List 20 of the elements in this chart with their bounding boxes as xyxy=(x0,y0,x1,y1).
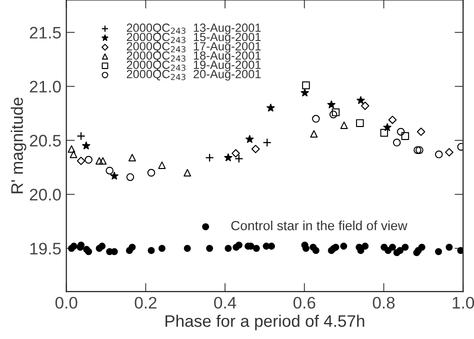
legend-label: 2000QC$_{243}$ 18-Aug-2001 xyxy=(126,51,261,62)
x-tick-label: 1.0 xyxy=(452,296,474,309)
y-tick-label: 20.5 xyxy=(30,134,61,147)
legend-label: 2000QC$_{243}$ 15-Aug-2001 xyxy=(126,32,261,44)
y-tick-label: 19.5 xyxy=(30,242,61,255)
legend-label: 2000QC$_{243}$ 20-Aug-2001 xyxy=(126,70,261,81)
y-tick-label: 21.5 xyxy=(30,26,61,39)
legend-label: 2000QC$_{243}$ 17-Aug-2001 xyxy=(126,42,261,53)
y-axis-title: R' magnitude xyxy=(10,98,26,194)
legend-label: 2000QC$_{243}$ 13-Aug-2001 xyxy=(126,24,261,34)
y-tick-label: 20.0 xyxy=(30,188,61,201)
x-axis-title: Phase for a period of 4.57h xyxy=(166,314,364,330)
x-tick-label: 0.2 xyxy=(134,296,156,309)
x-tick-label: 0.4 xyxy=(214,296,236,309)
x-tick-label: 0.6 xyxy=(293,296,316,309)
y-tick-label: 21.0 xyxy=(30,80,61,93)
annotation: Control star in the field of view xyxy=(231,220,408,230)
x-tick-label: 0.0 xyxy=(55,296,78,309)
x-tick-label: 0.8 xyxy=(372,296,395,309)
legend-label: 2000QC$_{243}$ 19-Aug-2001 xyxy=(126,60,261,72)
